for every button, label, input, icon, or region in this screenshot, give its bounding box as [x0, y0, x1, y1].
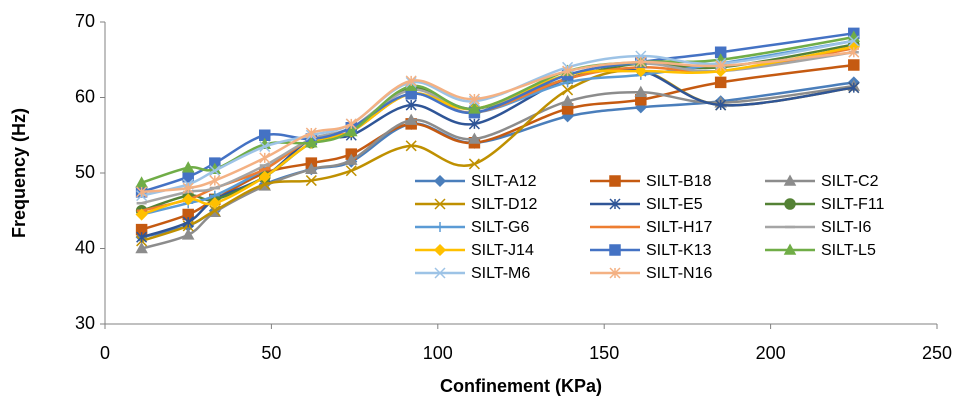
legend-marker	[434, 198, 446, 210]
marker	[405, 75, 417, 87]
marker	[714, 76, 727, 89]
marker	[404, 113, 418, 125]
legend-marker	[433, 243, 447, 257]
marker	[468, 93, 480, 105]
marker	[305, 162, 318, 174]
marker	[561, 94, 574, 107]
y-tick-label: 40	[75, 237, 95, 257]
legend-label: SILT-I6	[821, 219, 871, 236]
marker	[848, 35, 860, 47]
marker	[468, 158, 480, 170]
marker	[468, 132, 481, 144]
legend-marker	[609, 244, 621, 256]
marker	[405, 99, 417, 111]
legend-label: SILT-G6	[471, 219, 529, 236]
legend-marker	[783, 174, 797, 186]
marker	[848, 82, 860, 94]
y-tick-label: 70	[75, 11, 95, 31]
marker	[305, 175, 317, 187]
marker	[405, 140, 417, 152]
marker	[135, 208, 148, 221]
legend-label: SILT-A12	[471, 173, 537, 190]
marker	[136, 231, 148, 243]
marker	[259, 152, 271, 164]
x-tick-label: 50	[261, 343, 281, 363]
legend-label: SILT-H17	[646, 219, 713, 236]
marker	[182, 216, 194, 228]
marker	[715, 60, 727, 72]
marker	[345, 118, 357, 130]
marker	[848, 59, 860, 71]
series	[136, 46, 860, 198]
marker	[182, 182, 194, 194]
marker	[468, 118, 480, 130]
marker	[344, 124, 358, 137]
legend-marker	[434, 267, 446, 279]
marker	[209, 205, 221, 217]
legend-marker	[433, 174, 447, 188]
marker	[182, 193, 195, 206]
x-tick-label: 200	[756, 343, 786, 363]
marker	[634, 65, 647, 78]
y-axis-title: Frequency (Hz)	[9, 108, 29, 238]
legend-label: SILT-M6	[471, 265, 530, 282]
marker	[714, 46, 727, 58]
legend-marker	[609, 267, 621, 279]
marker	[345, 165, 357, 177]
legend-marker	[435, 222, 445, 232]
marker	[344, 153, 358, 165]
legend-label: SILT-J14	[471, 242, 534, 259]
marker	[181, 228, 195, 240]
legend-label: SILT-N16	[646, 265, 713, 282]
marker	[305, 127, 317, 139]
x-tick-label: 100	[423, 343, 453, 363]
legend-label: SILT-D12	[471, 196, 538, 213]
marker	[181, 161, 195, 173]
x-axis-title: Confinement (KPa)	[440, 376, 602, 396]
marker	[562, 84, 574, 96]
legend: SILT-A12 SILT-B18 SILT-C2 SILT-D12 SILT-E5 SI…	[415, 173, 885, 282]
marker	[209, 175, 221, 187]
series	[135, 30, 861, 188]
marker	[259, 141, 271, 153]
legend-label: SILT-C2	[821, 173, 879, 190]
marker	[258, 170, 271, 183]
x-tick-label: 150	[589, 343, 619, 363]
legend-label: SILT-K13	[646, 242, 712, 259]
marker	[468, 102, 481, 114]
y-tick-label: 50	[75, 162, 95, 182]
legend-marker	[784, 198, 796, 210]
legend-marker	[783, 243, 797, 255]
marker	[258, 129, 271, 141]
marker	[634, 85, 648, 97]
marker	[135, 241, 148, 254]
marker	[848, 46, 860, 58]
y-tick-label: 60	[75, 86, 95, 106]
marker	[209, 165, 221, 177]
marker	[305, 136, 318, 148]
legend-label: SILT-E5	[646, 196, 703, 213]
legend-label: SILT-F11	[821, 196, 885, 213]
x-tick-label: 250	[922, 343, 952, 363]
marker	[635, 56, 647, 68]
series-line	[141, 50, 854, 194]
marker	[208, 197, 221, 210]
marker	[715, 99, 727, 111]
legend-marker	[609, 175, 621, 187]
marker	[562, 65, 574, 77]
series	[135, 27, 860, 198]
marker	[136, 186, 148, 198]
x-tick-label: 0	[100, 343, 110, 363]
legend-label: SILT-L5	[821, 242, 876, 259]
y-tick-label: 30	[75, 313, 95, 333]
marker	[135, 176, 148, 188]
legend-label: SILT-B18	[646, 173, 712, 190]
legend-marker	[609, 198, 621, 210]
